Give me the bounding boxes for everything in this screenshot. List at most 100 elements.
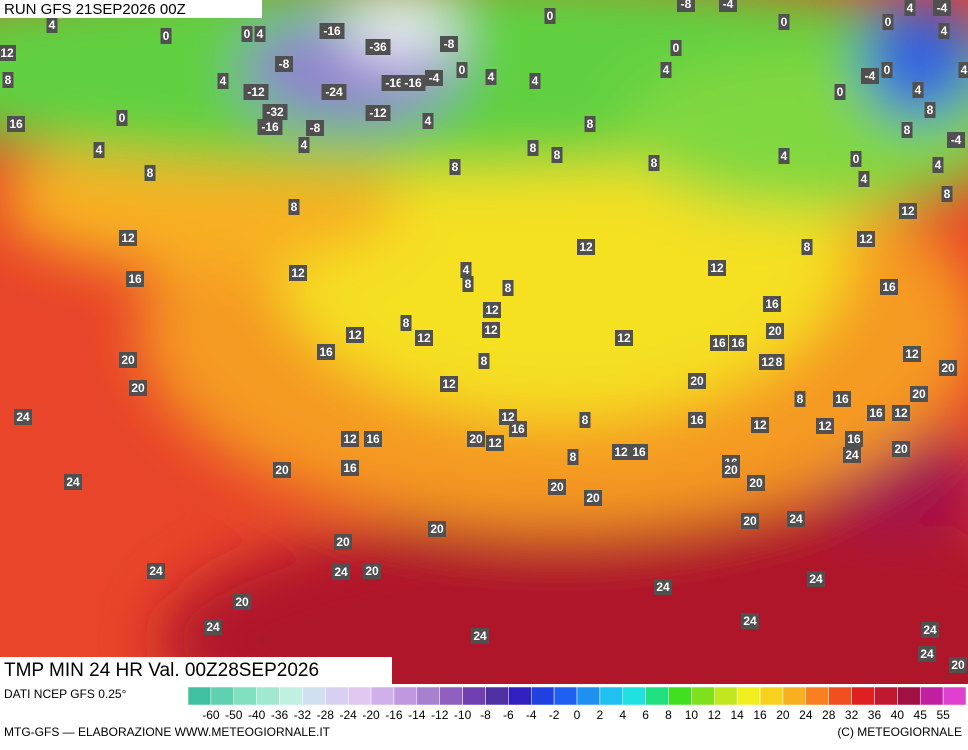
temp-label: 12 — [617, 331, 631, 345]
legend-swatch — [943, 687, 966, 705]
temp-label: 0 — [781, 15, 788, 29]
temp-label: -32 — [266, 105, 284, 119]
temp-label: 24 — [809, 572, 823, 586]
legend-swatch — [806, 687, 829, 705]
temp-label: 12 — [905, 347, 919, 361]
footer-right: (C) METEOGIORNALE — [837, 725, 962, 739]
temp-label: 20 — [724, 463, 738, 477]
temp-label: 24 — [845, 448, 859, 462]
temp-label: 16 — [128, 272, 142, 286]
temp-label: 4 — [935, 158, 942, 172]
temp-label: 24 — [656, 580, 670, 594]
temp-label: 4 — [941, 24, 948, 38]
legend-swatch — [394, 687, 417, 705]
temp-label: 4 — [96, 143, 103, 157]
legend-label: 6 — [642, 708, 649, 722]
legend-swatch — [691, 687, 714, 705]
temp-label: 20 — [365, 564, 379, 578]
temp-label: 24 — [206, 620, 220, 634]
temp-label: 12 — [901, 204, 915, 218]
temp-label: -4 — [429, 71, 440, 85]
temp-label: 8 — [403, 316, 410, 330]
legend-swatch — [760, 687, 783, 705]
temp-label: 8 — [554, 148, 561, 162]
temp-label: 20 — [690, 374, 704, 388]
temp-label: 24 — [743, 614, 757, 628]
temp-label: 16 — [632, 445, 646, 459]
temp-label: 24 — [920, 647, 934, 661]
temp-label: 8 — [587, 117, 594, 131]
temp-label: 12 — [894, 406, 908, 420]
legend-swatch — [554, 687, 577, 705]
temp-label: -4 — [937, 1, 948, 15]
legend-swatch — [188, 687, 211, 705]
temp-label: 0 — [547, 9, 554, 23]
legend-swatch — [417, 687, 440, 705]
temp-label: 12 — [614, 445, 628, 459]
legend-swatch — [852, 687, 875, 705]
temp-label: 12 — [485, 303, 499, 317]
temp-label: -8 — [444, 37, 455, 51]
legend-swatch — [463, 687, 486, 705]
legend-label: -6 — [503, 708, 514, 722]
temp-label: 16 — [366, 432, 380, 446]
temp-label: 12 — [291, 266, 305, 280]
temp-label: 0 — [885, 15, 892, 29]
temp-label: 8 — [530, 141, 537, 155]
temp-label: 4 — [425, 114, 432, 128]
temp-label: 8 — [481, 354, 488, 368]
temp-label: -8 — [681, 0, 692, 11]
temp-label: 4 — [301, 138, 308, 152]
temp-label: 12 — [121, 231, 135, 245]
temp-label: 16 — [882, 280, 896, 294]
temp-label: 4 — [532, 74, 539, 88]
temp-label: 20 — [894, 442, 908, 456]
legend-swatch — [325, 687, 348, 705]
temp-label: 20 — [275, 463, 289, 477]
temp-label: 4 — [961, 63, 968, 77]
temp-label: 20 — [469, 432, 483, 446]
temp-label: 24 — [66, 475, 80, 489]
temp-label: 16 — [343, 461, 357, 475]
legend-label: -50 — [225, 708, 243, 722]
temp-label: 4 — [49, 18, 56, 32]
legend-swatch — [531, 687, 554, 705]
legend-swatch — [302, 687, 325, 705]
temp-label: 8 — [291, 200, 298, 214]
temp-label: 12 — [442, 377, 456, 391]
temp-label: 16 — [731, 336, 745, 350]
run-label: RUN GFS 21SEP2026 00Z — [4, 1, 186, 18]
temp-label: 8 — [582, 413, 589, 427]
temp-label: 16 — [9, 117, 23, 131]
temp-label: 20 — [336, 535, 350, 549]
legend-swatch — [737, 687, 760, 705]
legend-label: -16 — [385, 708, 403, 722]
temp-label: 12 — [488, 436, 502, 450]
temp-label: 20 — [121, 353, 135, 367]
temp-label: -16 — [261, 120, 279, 134]
temp-label: 24 — [334, 565, 348, 579]
legend-label: -40 — [248, 708, 266, 722]
legend-label: 55 — [936, 708, 950, 722]
temp-label: 24 — [789, 512, 803, 526]
temp-label: 12 — [417, 331, 431, 345]
legend-swatch — [348, 687, 371, 705]
temp-label: 4 — [907, 1, 914, 15]
temp-label: 8 — [570, 450, 577, 464]
legend-label: -12 — [431, 708, 449, 722]
temp-label: -4 — [865, 69, 876, 83]
temp-label: 0 — [459, 63, 466, 77]
legend-label: -24 — [340, 708, 358, 722]
legend-label: 8 — [665, 708, 672, 722]
temp-label: 8 — [465, 277, 472, 291]
temp-label: 12 — [761, 355, 775, 369]
legend-label: 24 — [799, 708, 813, 722]
legend-swatch — [211, 687, 234, 705]
legend-label: 12 — [708, 708, 722, 722]
legend-label: -2 — [549, 708, 560, 722]
legend-label: -10 — [454, 708, 472, 722]
legend-swatch — [646, 687, 669, 705]
legend-swatch — [508, 687, 531, 705]
